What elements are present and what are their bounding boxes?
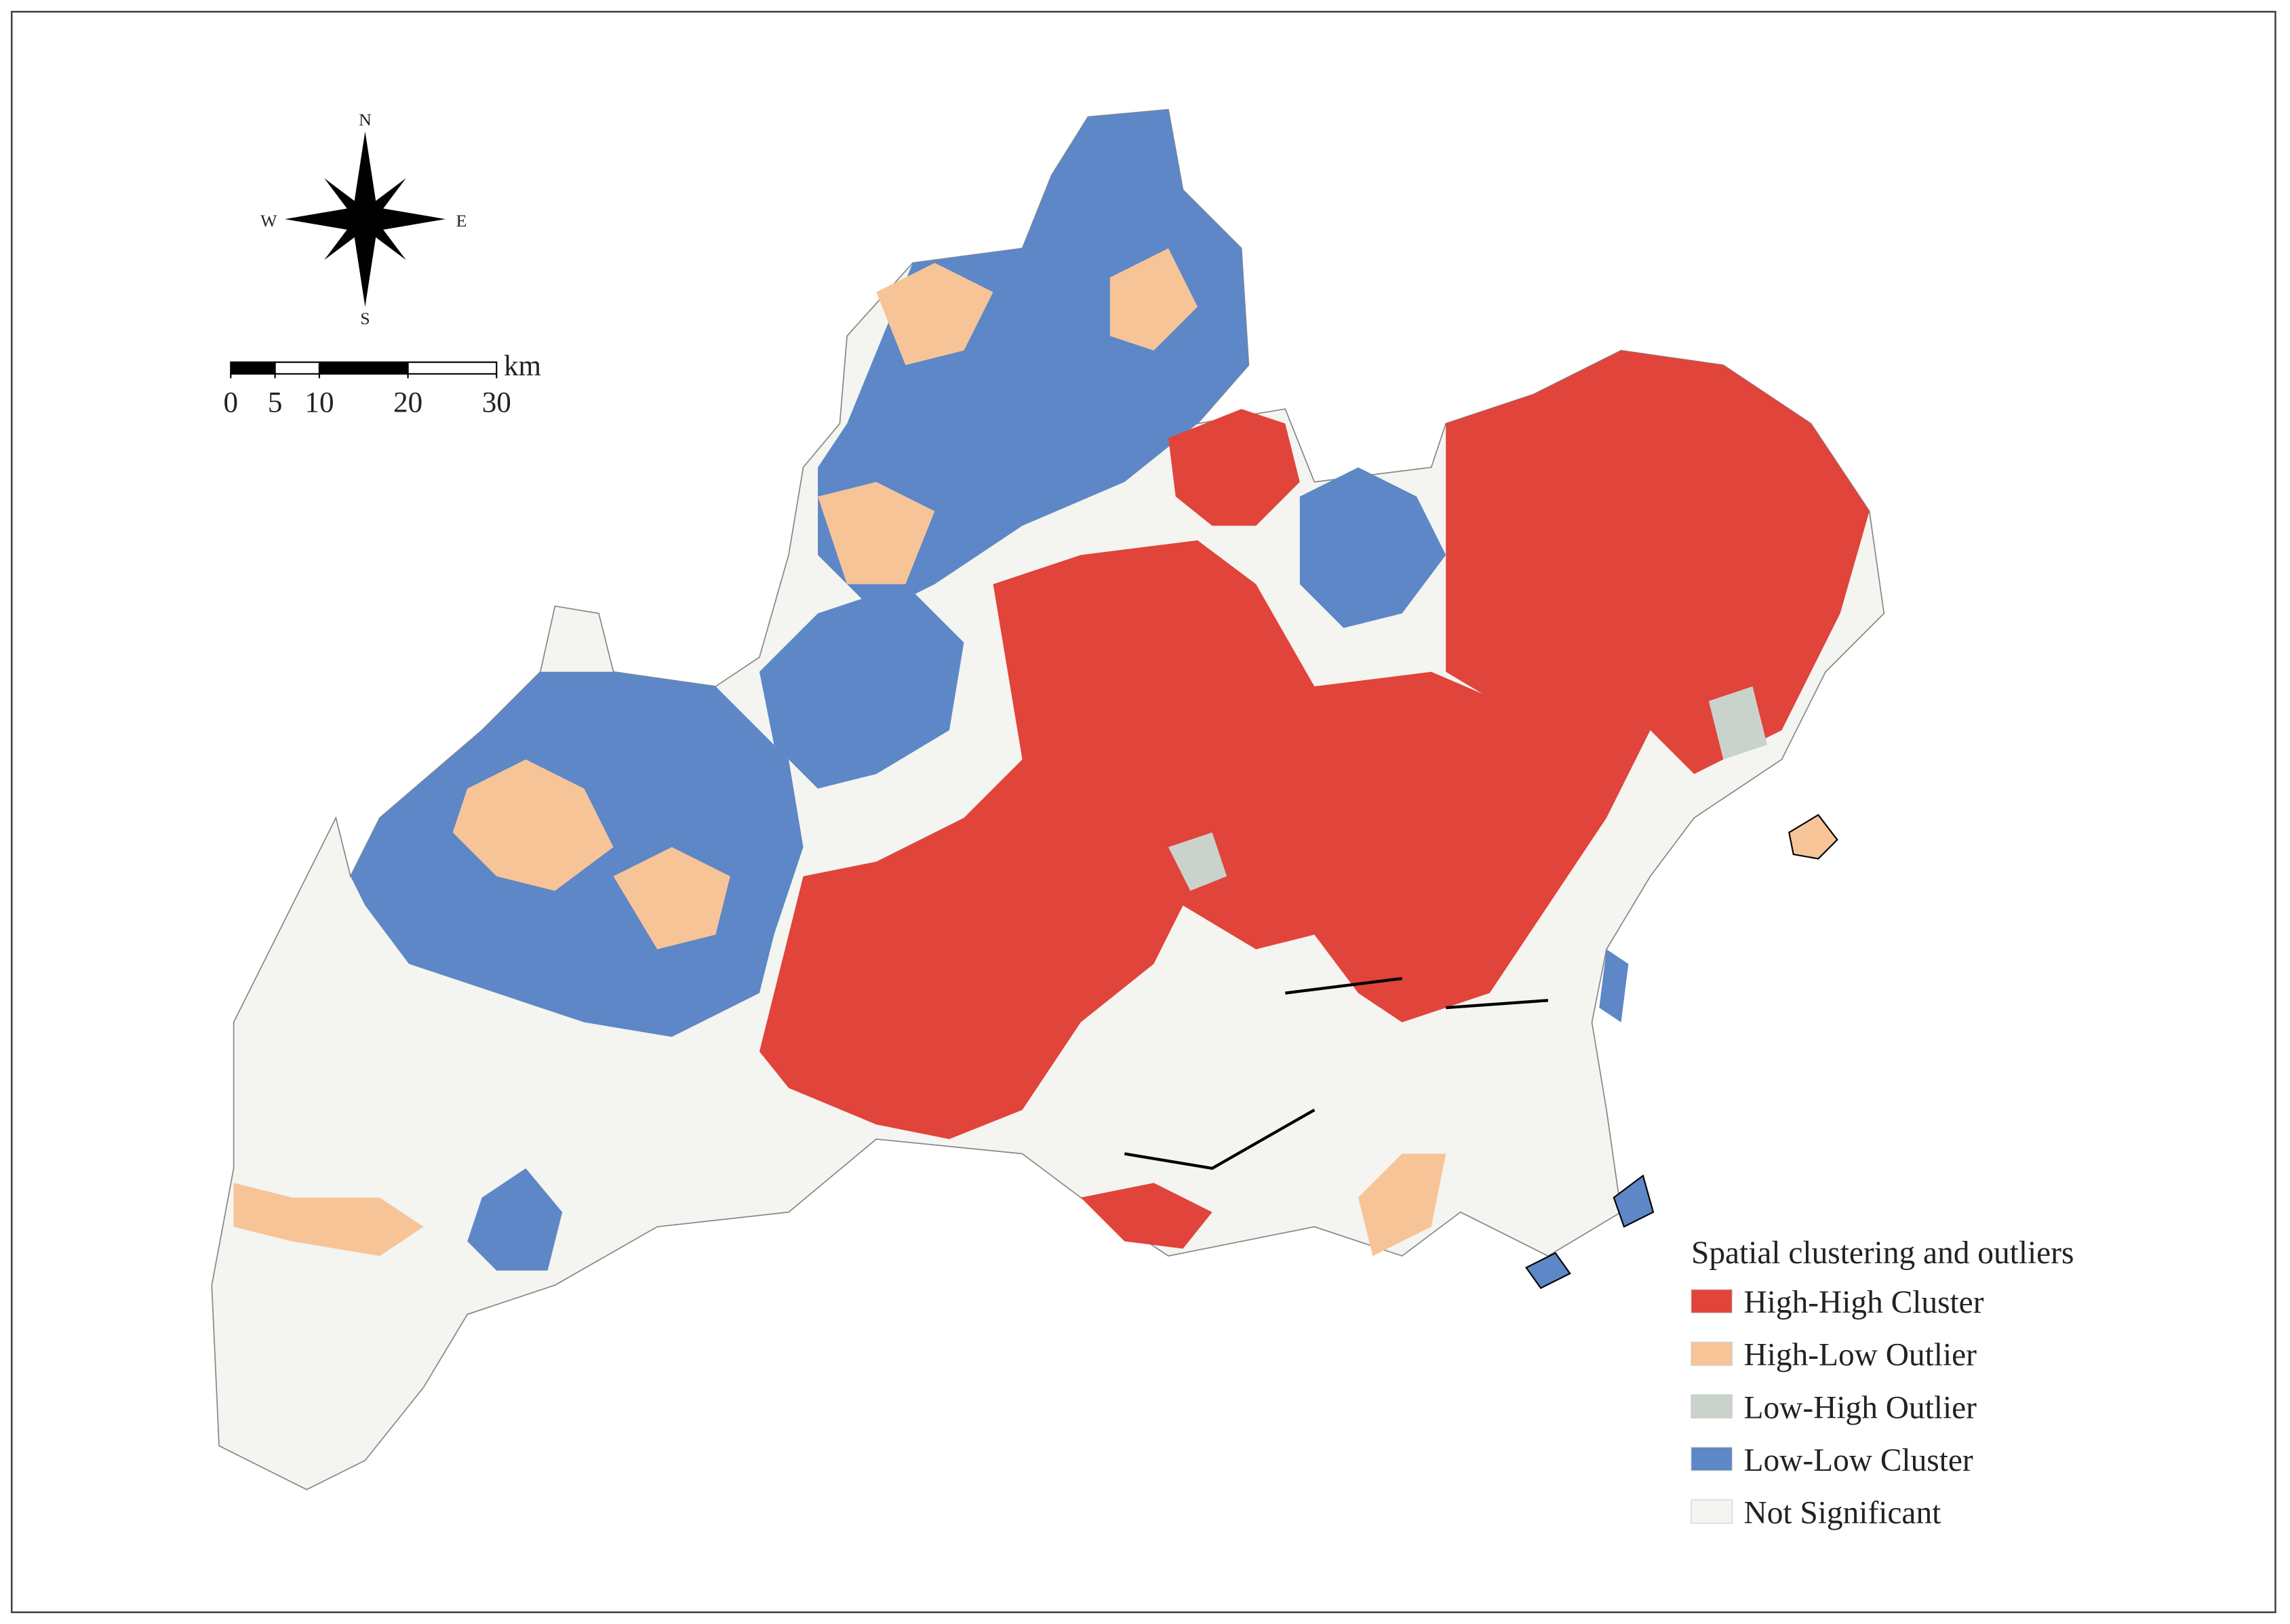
high-low-north-2 — [1109, 248, 1198, 351]
low-low-sw — [467, 1168, 563, 1271]
compass-arm — [284, 207, 366, 231]
study-area — [211, 108, 1885, 1490]
low-low-north — [818, 109, 1249, 614]
high-low-west-2 — [613, 847, 730, 949]
scale-segment — [230, 361, 276, 375]
compass-arm — [324, 213, 372, 260]
scale-label: 20 — [393, 387, 422, 418]
legend-swatch — [1691, 1499, 1733, 1524]
scale-segment — [318, 361, 409, 375]
scale-segment — [274, 361, 321, 375]
compass-arm — [365, 207, 446, 231]
low-high-patch-2 — [1708, 686, 1767, 759]
compass-n: N — [359, 110, 372, 130]
island-3 — [1613, 1174, 1655, 1228]
legend-swatch — [1691, 1394, 1733, 1419]
scale-label: 5 — [268, 387, 283, 418]
scale-label: 30 — [482, 387, 511, 418]
compass-s: S — [360, 309, 370, 328]
high-high-north — [1168, 409, 1300, 526]
legend-swatch — [1691, 1446, 1733, 1471]
high-high-east — [1446, 350, 1870, 774]
compass-arm — [353, 219, 377, 307]
high-low-se — [1358, 1153, 1446, 1256]
high-low-north-3 — [818, 481, 935, 585]
scale-unit: km — [504, 351, 541, 382]
frame — [10, 10, 2276, 1614]
coastline — [1124, 976, 1549, 1170]
compass-w: W — [260, 211, 277, 231]
low-low-ne — [1299, 467, 1446, 629]
legend-title: Spatial clustering and outliers — [1691, 1235, 2074, 1271]
legend-swatch — [1691, 1341, 1733, 1366]
high-low-sw — [233, 1183, 424, 1256]
low-low-center — [759, 584, 964, 789]
legend-label: Not Significant — [1744, 1495, 1941, 1530]
high-high-south — [1080, 1183, 1212, 1249]
island-1 — [1788, 814, 1838, 860]
scale-label: 0 — [224, 387, 239, 418]
high-low-west — [452, 759, 614, 891]
scale-bar: 0 5 10 20 30 km — [224, 351, 542, 419]
legend-label: High-Low Outlier — [1744, 1338, 1977, 1373]
scale-label: 10 — [304, 387, 334, 418]
compass-arm — [353, 131, 377, 220]
low-low-coast — [1599, 949, 1629, 1023]
legend-label: Low-High Outlier — [1744, 1390, 1977, 1425]
island-2 — [1525, 1252, 1571, 1289]
scale-segment — [407, 361, 498, 375]
legend: Spatial clustering and outliers High-Hig… — [1691, 1235, 2074, 1530]
legend-swatch — [1691, 1289, 1733, 1313]
compass-arm — [359, 178, 406, 225]
low-high-patch — [1168, 832, 1227, 891]
compass-e: E — [456, 211, 467, 231]
legend-label: Low-Low Cluster — [1744, 1443, 1973, 1478]
compass: N S E W — [260, 110, 467, 328]
high-low-north — [876, 262, 993, 365]
legend-label: High-High Cluster — [1744, 1285, 1984, 1320]
